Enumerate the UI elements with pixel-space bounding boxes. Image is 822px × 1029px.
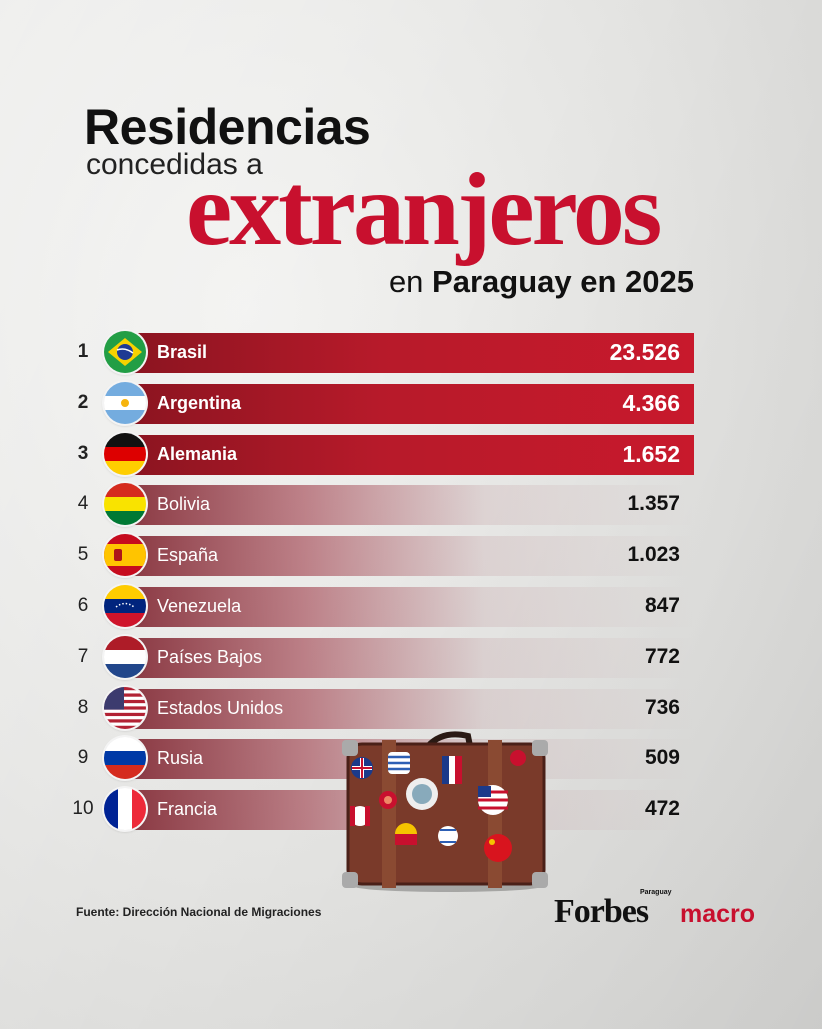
france-flag-icon — [104, 788, 146, 831]
country-label: Bolivia — [157, 494, 211, 515]
bar-2 — [124, 383, 694, 424]
forbes-logo-sub: Paraguay — [640, 889, 672, 896]
rank-label: 8 — [77, 696, 89, 718]
value-label: 1.357 — [627, 492, 680, 516]
russia-flag-icon — [104, 737, 146, 780]
value-label: 736 — [644, 695, 680, 719]
suitcase-illustration — [342, 731, 548, 892]
source-note: Fuente: Dirección Nacional de Migracione… — [76, 905, 322, 919]
value-label: 4.366 — [622, 389, 680, 416]
country-label: Rusia — [157, 748, 204, 769]
rank-label: 6 — [77, 595, 89, 616]
rank-label: 4 — [77, 493, 89, 515]
value-label: 1.652 — [622, 440, 680, 467]
rank-label: 9 — [77, 747, 89, 769]
value-label: 23.526 — [609, 339, 680, 365]
argentina-flag-icon — [104, 381, 146, 424]
country-label: Francia — [157, 799, 218, 820]
bar-7 — [124, 637, 724, 678]
value-label: 1.023 — [627, 543, 680, 567]
ranking-row: 1 Brasil 23.526 — [0, 331, 822, 375]
brazil-flag-icon — [104, 331, 146, 373]
bar-6 — [124, 587, 724, 627]
title-line-4: en Paraguay en 2025 — [389, 264, 694, 300]
value-label: 509 — [644, 746, 680, 770]
macro-label: macro — [680, 900, 756, 928]
ranking-row: 2 Argentina 4.366 — [0, 381, 822, 426]
value-label: 772 — [644, 644, 680, 668]
rank-label: 5 — [77, 544, 89, 566]
title-line-2: concedidas a — [86, 148, 263, 181]
country-label: Argentina — [157, 392, 242, 413]
rank-label: 10 — [72, 798, 94, 820]
bar-8 — [124, 688, 724, 729]
bar-5 — [124, 536, 724, 577]
title-block: Residencias concedidas a extranjeros en … — [0, 0, 822, 320]
ranking-row: 7 Países Bajos 772 — [0, 635, 822, 680]
spain-flag-icon — [104, 534, 146, 577]
bar-1 — [124, 333, 694, 373]
ranking-row: 4 Bolivia 1.357 — [0, 483, 822, 527]
rank-label: 7 — [77, 645, 89, 667]
rank-label: 3 — [77, 442, 89, 464]
ranking-row: 5 España 1.023 — [0, 534, 822, 578]
country-label: Estados Unidos — [157, 697, 284, 718]
title-line-4-bold: Paraguay en 2025 — [432, 264, 694, 299]
bolivia-flag-icon — [104, 483, 146, 526]
rank-label: 1 — [77, 341, 89, 362]
ranking-row: 8 Estados Unidos 736 — [0, 686, 822, 731]
netherlands-flag-icon — [104, 635, 146, 678]
bar-4 — [124, 485, 724, 526]
title-line-3: extranjeros — [186, 152, 662, 267]
country-label: Alemania — [157, 443, 238, 464]
country-label: Venezuela — [157, 596, 242, 616]
usa-flag-icon — [104, 686, 146, 729]
country-label: Brasil — [157, 342, 208, 362]
value-label: 472 — [644, 797, 680, 821]
country-label: España — [157, 545, 219, 566]
bar-3 — [124, 434, 694, 475]
rank-label: 2 — [77, 391, 89, 413]
value-label: 847 — [644, 594, 680, 617]
country-label: Países Bajos — [157, 646, 263, 667]
venezuela-flag-icon — [104, 585, 146, 627]
title-line-1: Residencias — [84, 99, 371, 155]
ranking-row: 3 Alemania 1.652 — [0, 432, 822, 477]
ranking-row: 6 Venezuela 847 — [0, 585, 822, 629]
germany-flag-icon — [104, 432, 146, 475]
title-line-4-prefix: en — [388, 264, 424, 299]
forbes-logo: Forbes — [554, 893, 649, 930]
